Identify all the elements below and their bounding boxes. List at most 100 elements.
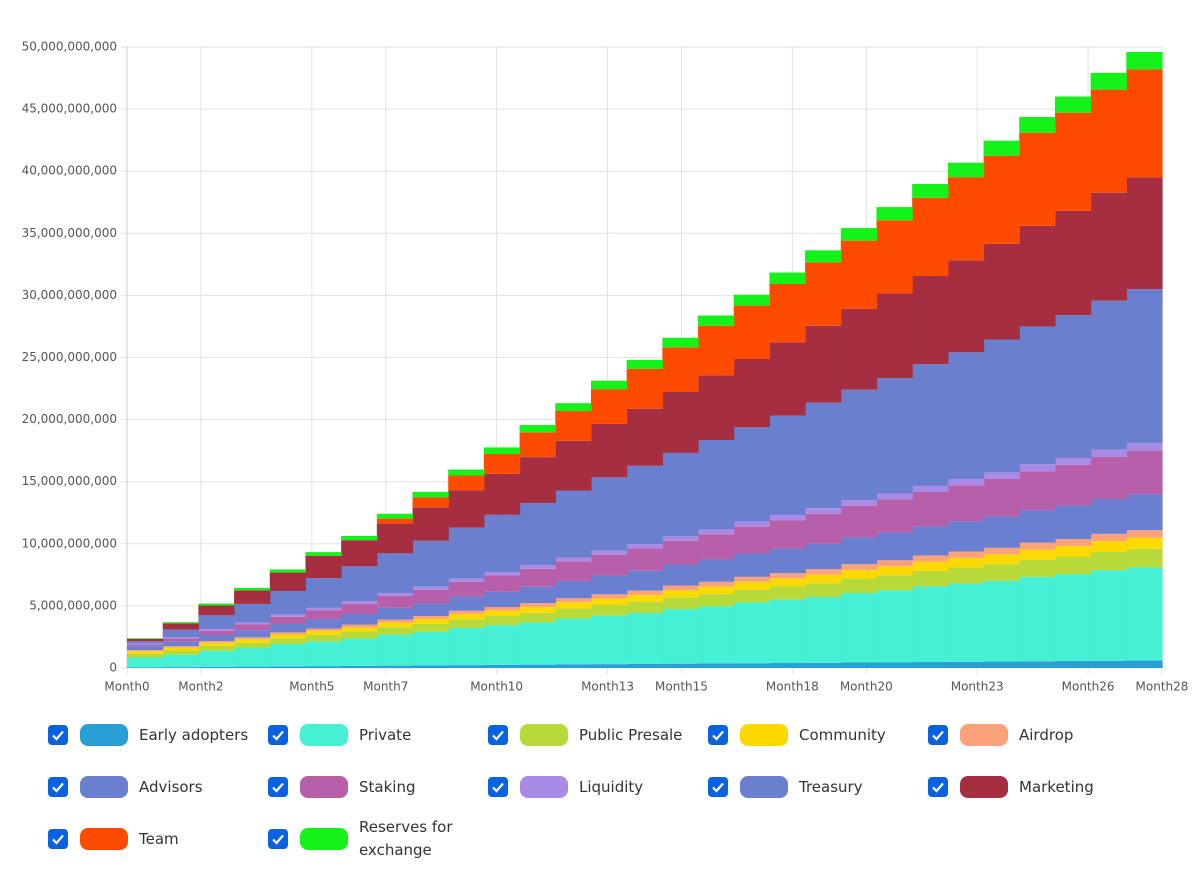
legend-checkbox[interactable]: [488, 777, 508, 797]
step-segment: [626, 465, 663, 545]
step-segment: [162, 629, 199, 638]
legend-label[interactable]: Staking: [359, 777, 416, 796]
step-segment: [1126, 69, 1163, 178]
step-segment: [947, 177, 985, 261]
legend-swatch[interactable]: [80, 776, 128, 798]
step-segment: [198, 641, 235, 643]
legend-checkbox[interactable]: [928, 777, 948, 797]
legend-checkbox[interactable]: [708, 725, 728, 745]
step-segment: [127, 653, 164, 658]
step-segment: [590, 389, 628, 424]
step-segment: [305, 630, 342, 635]
legend-checkbox[interactable]: [928, 725, 948, 745]
legend-checkbox[interactable]: [268, 725, 288, 745]
step-segment: [912, 561, 949, 571]
step-segment: [912, 526, 949, 556]
step-segment: [1090, 551, 1127, 571]
legend-label[interactable]: Community: [799, 725, 886, 744]
legend-swatch[interactable]: [300, 724, 348, 746]
step-segment: [626, 359, 663, 369]
legend-checkbox[interactable]: [268, 777, 288, 797]
legend-swatch[interactable]: [80, 828, 128, 850]
step-segment: [805, 262, 842, 326]
legend-checkbox[interactable]: [268, 829, 288, 849]
step-segment: [305, 555, 342, 579]
step-segment: [876, 532, 913, 561]
legend-swatch[interactable]: [300, 776, 348, 798]
step-segment: [412, 623, 449, 632]
legend-checkbox[interactable]: [48, 725, 68, 745]
legend-label[interactable]: Advisors: [139, 777, 203, 796]
check-icon: [52, 782, 64, 793]
legend-swatch[interactable]: [740, 724, 788, 746]
step-segment: [376, 593, 414, 596]
step-segment: [376, 607, 414, 620]
y-tick-label: 25,000,000,000: [22, 350, 117, 364]
step-segment: [662, 564, 699, 586]
legend-label[interactable]: Public Presale: [579, 725, 683, 744]
legend-checkbox[interactable]: [48, 777, 68, 797]
legend-checkbox[interactable]: [488, 725, 508, 745]
step-segment: [412, 618, 449, 624]
x-tick-label: Month23: [951, 680, 1004, 694]
step-segment: [555, 602, 592, 609]
step-segment: [1126, 660, 1163, 668]
step-segment: [448, 527, 485, 579]
legend-label[interactable]: Marketing: [1019, 777, 1094, 796]
step-segment: [162, 638, 199, 642]
step-segment: [198, 629, 235, 631]
legend-swatch[interactable]: [740, 776, 788, 798]
step-segment: [269, 590, 307, 615]
step-segment: [947, 521, 985, 552]
legend-checkbox[interactable]: [708, 777, 728, 797]
step-segment: [947, 567, 985, 584]
step-segment: [376, 622, 414, 628]
step-segment: [1019, 132, 1056, 226]
step-segment: [733, 521, 771, 527]
step-segment: [698, 325, 735, 376]
legend-swatch[interactable]: [520, 724, 568, 746]
legend-label[interactable]: Liquidity: [579, 777, 644, 796]
step-segment: [234, 637, 271, 640]
step-segment: [198, 642, 235, 646]
chart: 0 5,000,000,000 10,000,000,000 15,000,000,0…: [22, 40, 1189, 694]
legend-item: Team: [48, 816, 268, 862]
legend-label[interactable]: Private: [359, 725, 412, 744]
legend-swatch[interactable]: [960, 776, 1008, 798]
legend-swatch[interactable]: [80, 724, 128, 746]
legend-swatch[interactable]: [960, 724, 1008, 746]
step-segment: [555, 403, 592, 412]
step-segment: [876, 566, 913, 576]
step-segment: [412, 665, 449, 668]
step-segment: [127, 638, 164, 639]
step-segment: [626, 594, 663, 602]
legend-label[interactable]: Treasury: [799, 777, 863, 796]
step-segment: [769, 573, 806, 579]
step-segment: [269, 638, 307, 645]
legend-checkbox[interactable]: [48, 829, 68, 849]
legend-item: Advisors: [48, 764, 268, 810]
step-segment: [805, 583, 842, 597]
step-segment: [983, 478, 1020, 517]
step-segment: [448, 627, 485, 666]
step-segment: [590, 554, 628, 576]
step-segment: [983, 472, 1020, 479]
step-segment: [1054, 96, 1092, 113]
step-segment: [662, 452, 699, 537]
legend-label[interactable]: Airdrop: [1019, 725, 1074, 744]
check-icon: [272, 834, 284, 845]
legend-label[interactable]: Team: [139, 829, 179, 848]
y-tick-label: 40,000,000,000: [22, 164, 117, 178]
step-segment: [698, 594, 735, 607]
step-segment: [341, 601, 378, 604]
legend-label[interactable]: Early adopters: [139, 725, 249, 744]
legend-label[interactable]: Reserves for exchange: [359, 818, 453, 859]
legend-swatch[interactable]: [520, 776, 568, 798]
step-segment: [698, 375, 735, 440]
step-segment: [983, 554, 1020, 565]
step-segment: [805, 569, 842, 575]
legend-swatch[interactable]: [300, 828, 348, 850]
step-segment: [234, 648, 271, 667]
step-segment: [1054, 574, 1092, 662]
step-segment: [733, 589, 771, 603]
